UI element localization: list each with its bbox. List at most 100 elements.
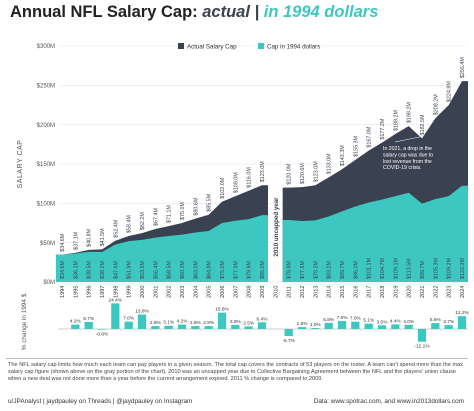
actual-value-label: $208.2M: [433, 94, 439, 115]
change-bar: [151, 326, 160, 329]
change-value-label: 2.8%: [190, 320, 202, 326]
change-y-label: % change in 1994 $: [21, 293, 28, 350]
x-tick-label: 2020: [407, 286, 413, 298]
change-value-label: 7.6%: [337, 315, 349, 321]
change-value-label: 4.2%: [177, 319, 189, 325]
real-cap-area: [56, 215, 268, 282]
real-value-label: $77.6M: [300, 261, 306, 279]
real-value-label: $51.9M: [127, 261, 133, 279]
change-bar: [284, 329, 293, 337]
change-value-label: 12.2%: [455, 310, 469, 316]
x-tick-label: 2018: [380, 286, 386, 298]
legend-swatch-real: [258, 43, 264, 49]
actual-value-label: $67.4M: [153, 207, 159, 225]
x-tick-label: 1996: [87, 286, 93, 298]
real-value-label: $99.7M: [420, 261, 426, 279]
actual-value-label: $102.0M: [220, 177, 226, 198]
change-bar: [297, 327, 307, 329]
change-value-label: 7.0%: [350, 316, 362, 322]
change-bar: [71, 324, 80, 329]
actual-value-label: $123.0M: [260, 161, 266, 182]
change-value-label: 3.7%: [443, 319, 455, 325]
annotation-leader: [394, 136, 423, 143]
change-value-label: 6.4%: [257, 316, 269, 322]
x-tick-label: 2012: [300, 286, 306, 298]
change-value-label: 1.0%: [310, 322, 322, 328]
x-tick-label: 2015: [340, 286, 346, 298]
real-cap-area: [282, 185, 468, 282]
change-value-label: 2.5%: [243, 320, 255, 326]
x-tick-label: 1994: [60, 286, 66, 298]
real-value-label: $104.7M: [380, 258, 386, 279]
change-bar: [217, 312, 227, 329]
x-tick-label: 2001: [153, 286, 159, 298]
x-tick-label: 2019: [393, 286, 399, 298]
actual-value-label: $37.1M: [73, 231, 79, 249]
x-tick-label: 2005: [207, 286, 213, 298]
real-value-label: $113.5M: [407, 258, 413, 279]
change-value-label: 2.8%: [150, 320, 162, 326]
change-bar: [391, 324, 400, 329]
real-value-label: $96.0M: [353, 261, 359, 279]
y-axis-label: SALARY CAP: [17, 140, 24, 189]
change-bar: [311, 327, 320, 329]
change-bar: [351, 321, 360, 329]
change-bar: [417, 329, 427, 342]
x-tick-label: 2023: [447, 286, 453, 298]
y-tick-label: $200M: [37, 123, 55, 129]
real-value-label: $109.2M: [447, 258, 453, 279]
legend-label-real: Cap in 1994 dollars: [267, 44, 320, 51]
actual-value-label: $34.6M: [60, 233, 66, 251]
actual-value-label: $116.0M: [247, 167, 253, 188]
x-tick-label: 2007: [233, 286, 239, 298]
y-tick-label: $50M: [40, 241, 55, 247]
change-bar: [164, 325, 173, 329]
change-value-label: 1.8%: [297, 321, 309, 327]
title-actual: actual: [202, 3, 250, 21]
change-value-label: 13.8%: [135, 309, 149, 315]
x-tick-label: 2000: [140, 286, 146, 298]
change-bar: [377, 325, 387, 329]
real-value-label: $64.8M: [207, 261, 213, 279]
actual-value-label: $182.5M: [420, 114, 426, 135]
actual-value-label: $109.0M: [233, 172, 239, 193]
change-bar: [431, 323, 440, 329]
x-tick-label: 1995: [73, 286, 79, 298]
actual-value-label: $188.2M: [393, 109, 399, 130]
change-bar: [124, 321, 133, 329]
change-bar: [97, 329, 107, 330]
actual-value-label: $62.2M: [140, 212, 146, 230]
real-value-label: $78.8M: [287, 261, 293, 279]
change-value-label: 5.8%: [323, 317, 335, 323]
real-value-label: $60.3M: [180, 261, 186, 279]
credits-right: Data: www.spotrac.com, and www.in2013dol…: [313, 398, 464, 405]
title-real: in 1994 dollars: [263, 3, 379, 21]
x-tick-label: 2011: [287, 286, 293, 298]
real-value-label: $109.1M: [393, 258, 399, 279]
real-value-label: $34.6M: [60, 261, 66, 279]
real-value-label: $85.0M: [260, 261, 266, 279]
change-value-label: 4.2%: [70, 319, 82, 325]
x-tick-label: 2002: [167, 286, 173, 298]
actual-value-label: $58.4M: [127, 215, 133, 233]
change-value-label: 2.8%: [203, 320, 215, 326]
real-value-label: $77.9M: [233, 261, 239, 279]
y-tick-label: $250M: [37, 84, 55, 90]
x-tick-label: 2024: [460, 286, 466, 298]
actual-value-label: $133.0M: [327, 153, 333, 174]
actual-value-label: $143.3M: [340, 145, 346, 166]
actual-value-label: $71.1M: [167, 205, 173, 223]
x-tick-label: 2009: [260, 286, 266, 298]
real-value-label: $38.5M: [87, 261, 93, 279]
change-value-label: 4.0%: [403, 319, 415, 325]
actual-value-label: $155.3M: [353, 135, 359, 156]
actual-value-label: $224.8M: [447, 81, 453, 102]
change-bar: [244, 326, 253, 329]
real-value-label: $122.3M: [460, 258, 466, 279]
actual-value-label: $255.4M: [460, 57, 466, 78]
legend-swatch-actual: [178, 43, 184, 49]
change-bar: [111, 303, 120, 329]
title-main: Annual NFL Salary Cap:: [10, 3, 198, 21]
x-tick-label: 2013: [313, 286, 319, 298]
y-tick-label: $150M: [37, 162, 55, 168]
